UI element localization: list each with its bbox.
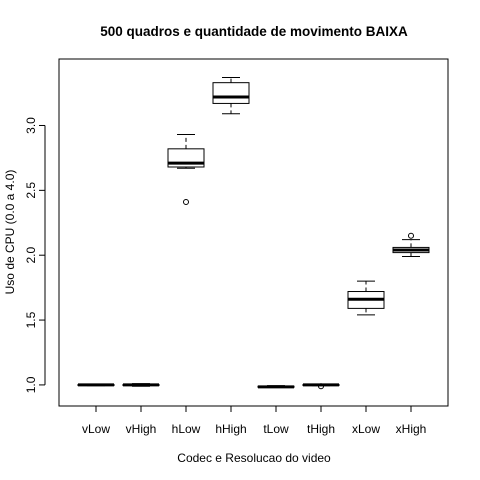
x-tick-label: hLow bbox=[172, 422, 201, 436]
x-tick-label: tHigh bbox=[307, 422, 335, 436]
y-tick-label: 3.0 bbox=[24, 117, 38, 134]
box-xHigh bbox=[392, 232, 430, 257]
y-axis: 1.0 1.5 2.0 2.5 3.0 bbox=[24, 117, 46, 393]
box-tHigh bbox=[302, 383, 340, 390]
x-tick-label: xHigh bbox=[396, 422, 427, 436]
iqr-box bbox=[212, 82, 250, 104]
y-tick-label: 1.5 bbox=[24, 311, 38, 328]
x-tick-label: hHigh bbox=[215, 422, 246, 436]
x-tick-label: tLow bbox=[263, 422, 289, 436]
x-axis-label: Codec e Resolucao do video bbox=[177, 451, 331, 465]
boxes bbox=[77, 76, 430, 390]
box-tLow bbox=[257, 385, 295, 389]
y-tick-label: 2.5 bbox=[24, 182, 38, 199]
x-tick-label: xLow bbox=[352, 422, 380, 436]
box-hLow bbox=[167, 134, 205, 206]
x-tick-label: vHigh bbox=[126, 422, 157, 436]
box-vLow bbox=[77, 383, 115, 387]
y-tick-label: 1.0 bbox=[24, 376, 38, 393]
box-xLow bbox=[347, 280, 385, 316]
x-axis: vLow vHigh hLow hHigh tLow tHigh xLow xHigh bbox=[82, 405, 427, 436]
y-axis-label: Uso de CPU (0.0 a 4.0) bbox=[3, 170, 17, 295]
outlier-point bbox=[183, 199, 189, 206]
outlier-point bbox=[408, 232, 414, 239]
box-hHigh bbox=[212, 76, 250, 115]
plot-area-frame bbox=[58, 58, 449, 407]
box-vHigh bbox=[122, 383, 160, 387]
outlier-point bbox=[318, 383, 324, 390]
y-tick-label: 2.0 bbox=[24, 247, 38, 264]
chart-title: 500 quadros e quantidade de movimento BA… bbox=[100, 24, 408, 39]
x-tick-label: vLow bbox=[82, 422, 110, 436]
